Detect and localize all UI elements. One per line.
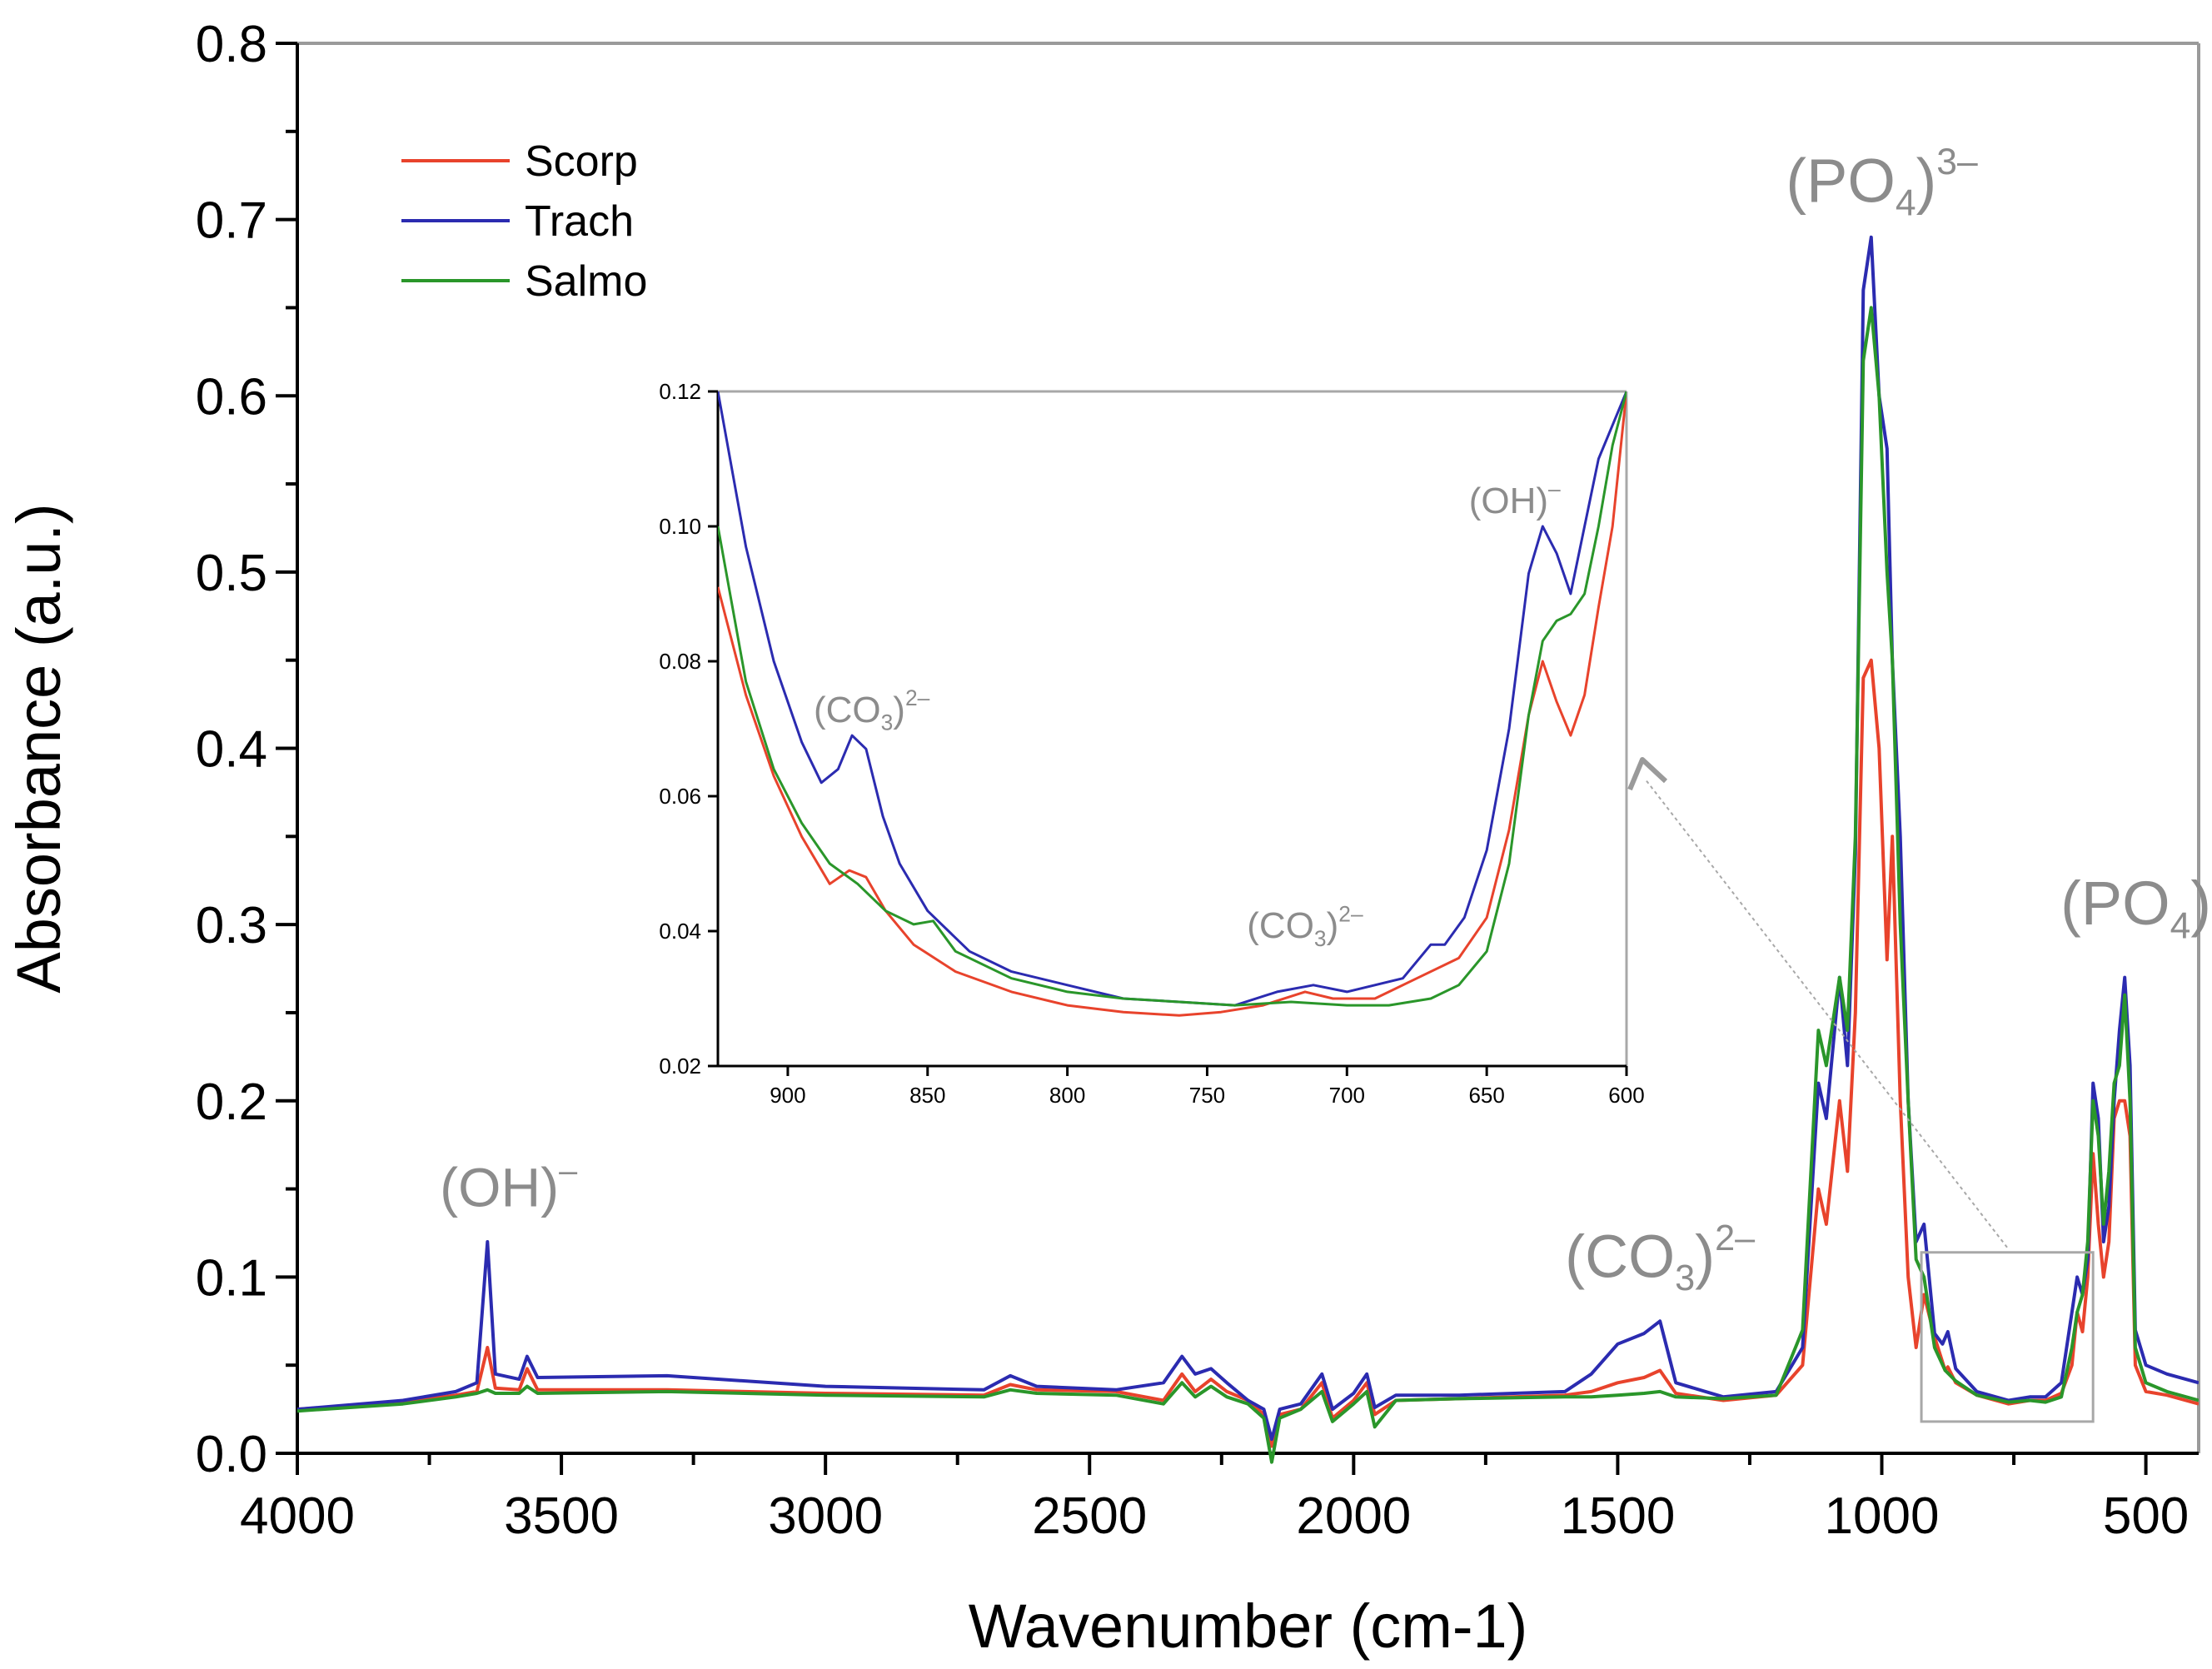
x-tick-label: 1500 bbox=[1560, 1487, 1675, 1545]
inset-background bbox=[718, 391, 1627, 1066]
annotation-1-close: ) bbox=[1695, 1223, 1715, 1290]
x-tick-label: 3500 bbox=[504, 1487, 619, 1545]
inset-annotation-2-base: (OH) bbox=[1469, 481, 1548, 521]
inset-y-tick-label: 0.12 bbox=[659, 379, 701, 404]
inset-x-tick-label: 650 bbox=[1468, 1083, 1504, 1108]
y-tick-label: 0.0 bbox=[196, 1426, 267, 1483]
x-axis-title: Wavenumber (cm-1) bbox=[969, 1592, 1528, 1661]
inset-x-tick-label: 900 bbox=[770, 1083, 805, 1108]
inset-annotation-1-superscript: 2– bbox=[1338, 901, 1363, 926]
annotation-3-subscript: 4 bbox=[2170, 905, 2191, 946]
inset-series-line-trach bbox=[718, 391, 1627, 1007]
annotation-2-close: ) bbox=[1916, 146, 1937, 215]
inset-plot-area: 0.02 0.04 0.06 0.08 0.10 0.12 900 850 800 750 700 6… bbox=[659, 379, 2008, 1248]
annotation-2-subscript: 4 bbox=[1896, 183, 1916, 224]
y-tick-label: 0.6 bbox=[196, 368, 267, 426]
inset-annotation-0-base: (CO bbox=[814, 690, 881, 730]
inset-annotation-0-subscript: 3 bbox=[881, 710, 894, 735]
annotation-1: (CO3)2– bbox=[1565, 1218, 1755, 1298]
inset-annotation-2-superscript: – bbox=[1548, 476, 1561, 501]
annotation-2: (PO4)3– bbox=[1786, 142, 1978, 224]
inset-annotation-1-close: ) bbox=[1327, 905, 1339, 946]
inset-x-tick-label: 850 bbox=[909, 1083, 945, 1108]
annotation-0-superscript: – bbox=[559, 1153, 577, 1189]
inset-annotation-1: (CO3)2– bbox=[1247, 901, 1363, 950]
inset-y-tick-label: 0.02 bbox=[659, 1054, 701, 1079]
x-tick-label: 2500 bbox=[1032, 1487, 1147, 1545]
annotation-2-superscript: 3– bbox=[1936, 142, 1978, 182]
annotation-1-subscript: 3 bbox=[1675, 1258, 1695, 1298]
legend-label-scorp: Scorp bbox=[525, 137, 638, 186]
x-tick-label: 3000 bbox=[768, 1487, 883, 1545]
inset-y-tick-label: 0.10 bbox=[659, 514, 701, 539]
inset-annotation-0-superscript: 2– bbox=[905, 685, 930, 710]
series-line-scorp bbox=[297, 658, 2199, 1448]
x-tick-label: 4000 bbox=[240, 1487, 355, 1545]
y-tick-label: 0.2 bbox=[196, 1074, 267, 1131]
annotation-3-close: ) bbox=[2190, 869, 2211, 938]
x-tick-label: 500 bbox=[2103, 1487, 2189, 1545]
series-line-salmo bbox=[297, 306, 2199, 1464]
inset-annotation-1-subscript: 3 bbox=[1314, 926, 1327, 951]
annotation-2-base: (PO bbox=[1786, 146, 1896, 215]
y-tick-label: 0.4 bbox=[196, 721, 267, 779]
legend-label-salmo: Salmo bbox=[525, 257, 647, 306]
inset-annotation-0-close: ) bbox=[893, 690, 905, 730]
y-tick-label: 0.5 bbox=[196, 545, 267, 602]
zoom-connector-line bbox=[1644, 778, 2008, 1248]
legend-label-trach: Trach bbox=[525, 197, 634, 246]
inset-series-line-scorp bbox=[718, 391, 1627, 1017]
inset-annotation-0: (CO3)2– bbox=[814, 685, 930, 735]
zoom-arrow-head bbox=[1627, 757, 1668, 791]
inset-annotation-1-base: (CO bbox=[1247, 905, 1314, 946]
inset-y-tick-label: 0.04 bbox=[659, 919, 701, 944]
annotation-3: (PO4)3– bbox=[2060, 864, 2212, 947]
inset-x-tick-label: 750 bbox=[1189, 1083, 1225, 1108]
annotation-0-base: (OH) bbox=[440, 1157, 559, 1218]
inset-y-tick-label: 0.08 bbox=[659, 649, 701, 674]
inset-x-tick-label: 800 bbox=[1049, 1083, 1085, 1108]
annotation-1-superscript: 2– bbox=[1715, 1218, 1755, 1258]
inset-series-line-salmo bbox=[718, 391, 1627, 1007]
x-tick-label: 1000 bbox=[1825, 1487, 1940, 1545]
zoom-region-box bbox=[1920, 1251, 2095, 1423]
annotation-0: (OH)– bbox=[440, 1153, 577, 1218]
annotation-1-base: (CO bbox=[1565, 1223, 1675, 1290]
y-tick-label: 0.3 bbox=[196, 897, 267, 954]
legend: Scorp Trach Salmo bbox=[401, 137, 647, 306]
y-axis-title: Absorbance (a.u.) bbox=[4, 503, 73, 993]
x-tick-label: 2000 bbox=[1296, 1487, 1411, 1545]
y-tick-label: 0.8 bbox=[196, 16, 267, 73]
annotation-3-base: (PO bbox=[2060, 869, 2170, 938]
inset-annotation-2: (OH)– bbox=[1469, 476, 1561, 521]
y-tick-label: 0.7 bbox=[196, 192, 267, 250]
inset-y-tick-label: 0.06 bbox=[659, 784, 701, 809]
inset-x-tick-label: 600 bbox=[1608, 1083, 1644, 1108]
inset-x-tick-label: 700 bbox=[1329, 1083, 1365, 1108]
y-tick-label: 0.1 bbox=[196, 1249, 267, 1307]
